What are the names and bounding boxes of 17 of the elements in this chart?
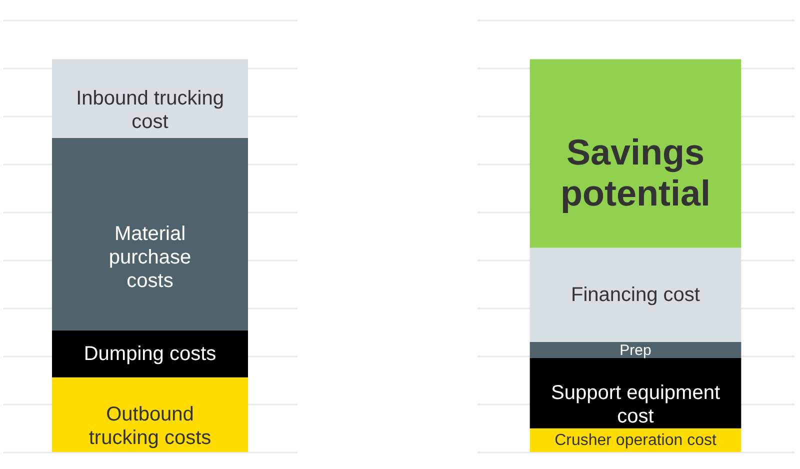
bar bbox=[52, 377, 248, 452]
bar bbox=[530, 248, 742, 342]
series-label: Outbound trucking costs bbox=[88, 404, 212, 450]
series-label: Crusher operation cost bbox=[554, 432, 717, 450]
bar bbox=[530, 358, 742, 428]
series-label: Material purchase costs bbox=[108, 223, 192, 292]
bar bbox=[52, 330, 248, 378]
series-label: Prep bbox=[620, 342, 652, 359]
series-label: Financing cost bbox=[571, 284, 700, 306]
bar bbox=[52, 138, 248, 330]
bar bbox=[530, 59, 742, 248]
series-label: Savings potential bbox=[560, 132, 710, 214]
bar bbox=[530, 342, 742, 358]
bar bbox=[52, 59, 248, 138]
series-label: Support equipment cost bbox=[550, 382, 720, 428]
series-label: Inbound trucking cost bbox=[76, 88, 224, 134]
series-label: Dumping costs bbox=[84, 342, 216, 365]
